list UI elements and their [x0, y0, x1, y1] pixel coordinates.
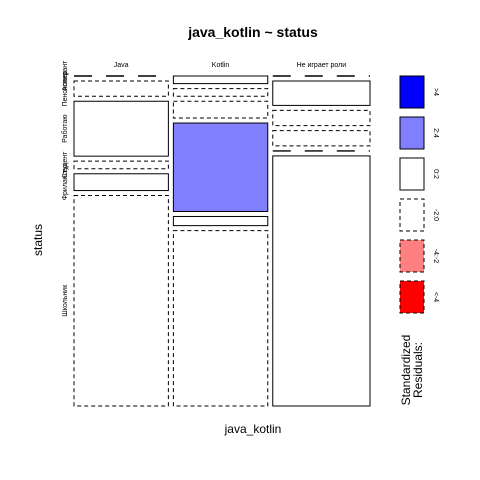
legend-swatch-4: [399, 75, 425, 109]
cell-java-работаю: [73, 100, 169, 157]
column-label-не-играет-роли: Не играет роли: [297, 62, 347, 69]
legend-swatch-2-0: [399, 198, 425, 232]
legend-label-5: <-4: [432, 292, 439, 302]
cell-kotlin-аспирант: [172, 75, 269, 85]
column-label-kotlin: Kotlin: [212, 62, 230, 69]
legend-label-1: 2:4: [432, 128, 439, 138]
cell-kotlin-полный-рабочий-день: [172, 88, 269, 97]
cell-kotlin-студент: [172, 122, 269, 212]
column-labels: Java Kotlin Не играет роли: [114, 62, 346, 69]
row-label-работаю: Работаю: [61, 115, 69, 143]
legend-label-3: -2:0: [432, 209, 439, 221]
legend-swatch-4-2: [399, 239, 425, 273]
legend-swatch-4: [399, 280, 425, 314]
row-label-школьник: Школьник: [62, 284, 69, 317]
cell-kotlin-фрилансер: [172, 215, 269, 227]
cell-java-школьник: [73, 195, 169, 407]
mosaic-cells: [73, 75, 371, 407]
legend: >4 2:4 0:2 -2:0 -4:-2 <-4: [399, 75, 439, 314]
cell-не-играет-роли-студент: [272, 130, 371, 147]
cell-не-играет-роли-полный-рабочий-день: [272, 80, 371, 106]
cell-не-играет-роли-работаю: [272, 109, 371, 127]
legend-label-0: >4: [432, 88, 439, 96]
legend-title-line-2: Residuals:: [411, 342, 425, 398]
row-label-студент: Студент: [62, 151, 69, 178]
row-label-аспирант: Аспирант: [62, 60, 69, 92]
legend-swatch-2-4: [399, 116, 425, 150]
cell-java-студент: [73, 160, 169, 170]
y-axis-label: status: [31, 224, 45, 256]
legend-title-line-1: Standardized: [399, 335, 413, 406]
chart-title: java_kotlin ~ status: [187, 24, 318, 40]
cell-java-фрилансер: [73, 173, 169, 192]
row-label-фрилансер: Фрилансер: [62, 164, 69, 200]
cell-java-полный-рабочий-день: [73, 80, 169, 97]
cell-kotlin-работаю: [172, 100, 269, 119]
cell-kotlin-школьник: [172, 230, 269, 407]
legend-label-4: -4:-2: [432, 249, 439, 264]
x-axis-label: java_kotlin: [224, 422, 282, 436]
legend-swatch-0-2: [399, 157, 425, 191]
column-label-java: Java: [114, 62, 129, 69]
cell-не-играет-роли-школьник: [272, 155, 371, 407]
row-label-пенсионер: Пенсионер: [62, 71, 69, 107]
legend-label-2: 0:2: [432, 169, 439, 179]
